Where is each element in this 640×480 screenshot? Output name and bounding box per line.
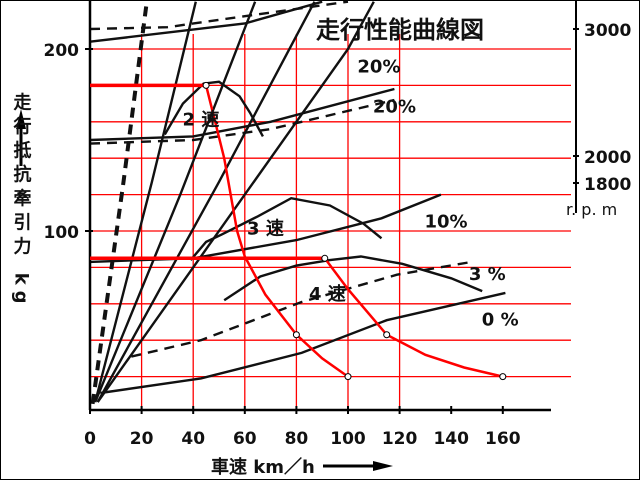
x-tick-label: 40: [181, 429, 205, 449]
rpm-axis-label: r. p. m: [566, 200, 617, 219]
x-tick-label: 0: [84, 429, 96, 449]
red-curve-line: [204, 85, 349, 378]
curve-annotation: 3 速: [247, 218, 284, 240]
x-axis-arrow-icon: [323, 461, 393, 471]
performance-curve: [89, 1, 349, 31]
data-point-marker: [344, 373, 352, 381]
curve-annotation: 4 速: [309, 283, 346, 305]
rpm-tick-1800: 1800: [584, 175, 631, 195]
x-tick-label: 120: [382, 429, 418, 449]
red-curve-line: [323, 257, 504, 378]
performance-curve: [94, 1, 257, 403]
performance-curve: [223, 255, 483, 302]
performance-curve: [189, 196, 383, 261]
performance-curve: [100, 291, 506, 395]
x-axis-label: 車速 km／h: [211, 456, 315, 478]
x-tick-label: 20: [130, 429, 154, 449]
chart-title: 走行性能曲線図: [316, 16, 484, 44]
y-tick-label: 200: [44, 41, 80, 61]
curve-annotation: 20%: [373, 97, 416, 118]
performance-curve: [96, 1, 375, 403]
x-tick-label: 140: [433, 429, 469, 449]
data-point-marker: [202, 81, 210, 89]
black-curves: [89, 1, 506, 405]
curve-annotation: 10%: [424, 211, 467, 232]
data-point-marker: [383, 331, 391, 339]
curve-annotation: 3 %: [469, 264, 506, 285]
performance-curve: [89, 1, 323, 43]
x-tick-label: 160: [485, 429, 521, 449]
performance-curve: [163, 80, 264, 137]
y-tick-label: 100: [44, 223, 80, 243]
performance-curve: [89, 98, 395, 145]
y-axis-label: 走行抵抗牽引力 kg: [11, 92, 33, 309]
curve-annotation: 0 %: [482, 310, 519, 331]
rpm-tick-3000: 3000: [584, 21, 631, 41]
x-tick-label: 80: [285, 429, 309, 449]
curve-annotation: 20%: [357, 57, 400, 78]
performance-curve: [96, 1, 316, 403]
x-tick-label: 60: [233, 429, 257, 449]
performance-curve: [94, 1, 197, 403]
rpm-tick-2000: 2000: [584, 148, 631, 168]
x-tick-label: 100: [330, 429, 366, 449]
annotations: 20% 20% 2 速 3 速 10% 4 速 3 % 0 %: [183, 57, 519, 331]
performance-curve: [89, 87, 395, 142]
y-axis-arrow-icon: [16, 109, 26, 166]
axes: [88, 1, 577, 412]
data-point-marker: [321, 254, 329, 262]
data-point-marker: [499, 373, 507, 381]
red-grid: [90, 34, 571, 410]
performance-curve: [131, 260, 473, 358]
data-point-marker: [292, 331, 300, 339]
curve-annotation: 2 速: [183, 108, 220, 130]
red-series: [90, 81, 507, 381]
performance-curve: [90, 1, 149, 405]
tick-labels: 0 20 40 60 80 100 120 140 160 100 200: [44, 41, 521, 449]
